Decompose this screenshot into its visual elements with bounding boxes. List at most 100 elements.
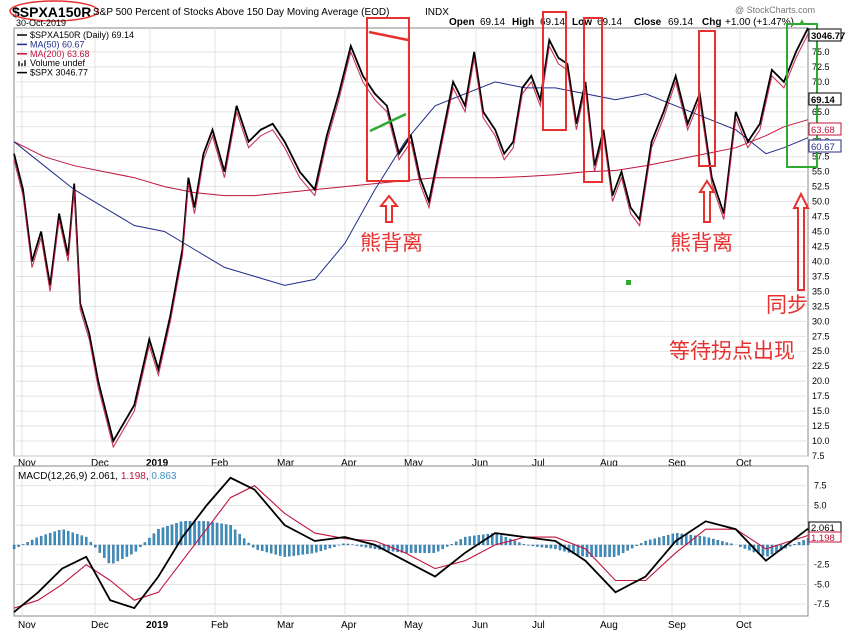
macd-title-sep: , bbox=[146, 471, 152, 482]
y-tick-label: 20.0 bbox=[812, 376, 830, 386]
histogram-bar bbox=[346, 543, 350, 546]
x-tick-label: 2019 bbox=[146, 620, 169, 631]
histogram-bar bbox=[224, 524, 228, 546]
x-tick-label: Aug bbox=[600, 620, 618, 631]
y-tick-label: 70.0 bbox=[812, 77, 830, 87]
histogram-bar bbox=[473, 535, 476, 546]
up-arrow-icon bbox=[378, 194, 400, 223]
histogram-bar bbox=[766, 544, 769, 557]
histogram-bar bbox=[197, 521, 201, 546]
x-tick-label: Apr bbox=[341, 458, 357, 469]
bear-divergence-label-1: 熊背离 bbox=[360, 232, 423, 255]
symbol-circle-annotation bbox=[9, 0, 99, 22]
histogram-bar bbox=[256, 544, 259, 550]
histogram-bar bbox=[148, 537, 151, 546]
histogram-bar bbox=[414, 544, 417, 553]
x-tick-label: Dec bbox=[91, 620, 109, 631]
histogram-bar bbox=[500, 535, 503, 546]
histogram-bar bbox=[666, 534, 670, 546]
histogram-bar bbox=[130, 544, 133, 555]
x-tick-label: Jun bbox=[472, 620, 488, 631]
symbol-title: $SPXA150R bbox=[12, 4, 91, 20]
histogram-bar bbox=[603, 544, 607, 557]
bear-divergence-box-apr bbox=[366, 17, 410, 182]
histogram-bar bbox=[436, 544, 440, 552]
x-tick-label: Mar bbox=[277, 620, 295, 631]
y-tick-label: 50.0 bbox=[812, 197, 830, 207]
histogram-bar bbox=[743, 544, 747, 549]
x-tick-label: Jun bbox=[472, 458, 488, 469]
histogram-bar bbox=[179, 521, 183, 546]
histogram-bar bbox=[152, 533, 156, 546]
y-tick-label: 10.0 bbox=[812, 436, 830, 446]
macd-panel bbox=[13, 465, 809, 617]
macd-title-main: MACD(12,26,9) 2.061, bbox=[18, 471, 121, 482]
histogram-bar bbox=[355, 544, 359, 546]
x-tick-label: Mar bbox=[277, 458, 295, 469]
signal-badge-value: 1.198 bbox=[811, 533, 835, 544]
x-tick-label: Nov bbox=[18, 620, 36, 631]
spx-badge-value: 3046.77 bbox=[811, 31, 845, 42]
legend-entry: $SPXA150R (Daily) 69.14 bbox=[30, 30, 134, 40]
x-tick-label: Jul bbox=[532, 458, 545, 469]
histogram-bar bbox=[107, 544, 111, 564]
legend-swatch bbox=[18, 61, 20, 67]
histogram-bar bbox=[409, 544, 413, 553]
macd-grid bbox=[14, 466, 808, 616]
x-tick-label: May bbox=[404, 620, 423, 631]
close-value: 69.14 bbox=[668, 17, 693, 28]
histogram-bar bbox=[66, 530, 70, 546]
low-value: 69.14 bbox=[597, 17, 622, 28]
histogram-bar bbox=[89, 542, 93, 546]
histogram-bar bbox=[707, 537, 711, 546]
histogram-bar bbox=[157, 529, 160, 546]
histogram-bar bbox=[748, 544, 751, 551]
histogram-bar bbox=[657, 537, 661, 546]
histogram-bar bbox=[788, 544, 792, 547]
histogram-bar bbox=[450, 544, 453, 546]
y-tick-label: 45.0 bbox=[812, 227, 830, 237]
histogram-bar bbox=[721, 541, 724, 546]
histogram-bar bbox=[545, 544, 548, 548]
histogram-bar bbox=[269, 544, 273, 554]
histogram-bar bbox=[139, 544, 142, 548]
histogram-bar bbox=[590, 544, 593, 557]
histogram-bar bbox=[459, 539, 462, 546]
histogram-bar bbox=[48, 532, 52, 546]
annotation-boxes bbox=[366, 11, 818, 183]
legend-swatch bbox=[21, 63, 23, 67]
y-tick-label: 30.0 bbox=[812, 316, 830, 326]
x-tick-label: Nov bbox=[18, 458, 36, 469]
main-x-axis: Nov Dec 2019 Feb Mar Apr May Jun Jul Aug Sep Oct bbox=[18, 458, 752, 469]
histogram-bar bbox=[297, 544, 300, 556]
histogram-bar bbox=[310, 544, 314, 554]
legend-swatch bbox=[24, 60, 26, 67]
x-tick-label: Sep bbox=[668, 458, 686, 469]
histogram-bar bbox=[712, 538, 715, 546]
y-tick-label: 17.5 bbox=[812, 391, 830, 401]
sync-label: 同步 bbox=[766, 294, 808, 317]
ohlc-row: Open 69.14 High 69.14 Low 69.14 Close 69… bbox=[449, 17, 807, 28]
histogram-bar bbox=[247, 542, 250, 546]
histogram-bar bbox=[518, 542, 521, 546]
histogram-bar bbox=[653, 538, 656, 546]
histogram-bar bbox=[206, 521, 210, 546]
histogram-bar bbox=[617, 544, 620, 556]
chart-date: 30-Oct-2019 bbox=[16, 18, 66, 28]
histogram-bar bbox=[427, 544, 431, 553]
histogram-bar bbox=[549, 544, 553, 549]
histogram-bar bbox=[251, 544, 255, 548]
y-tick-label: -7.5 bbox=[814, 599, 830, 609]
annotation-arrows bbox=[378, 179, 810, 291]
histogram-bar bbox=[360, 544, 363, 547]
histogram-bar bbox=[639, 543, 643, 546]
histogram-bar bbox=[662, 536, 665, 546]
histogram-bar bbox=[418, 544, 422, 553]
histogram-bar bbox=[400, 544, 404, 553]
x-tick-label: Feb bbox=[211, 458, 229, 469]
legend-entry: MA(200) 63.68 bbox=[30, 49, 90, 59]
chg-label: Chg bbox=[702, 17, 721, 28]
legend-entry: Volume undef bbox=[30, 58, 86, 68]
histogram-bar bbox=[454, 541, 458, 546]
histogram-bar bbox=[513, 540, 517, 546]
